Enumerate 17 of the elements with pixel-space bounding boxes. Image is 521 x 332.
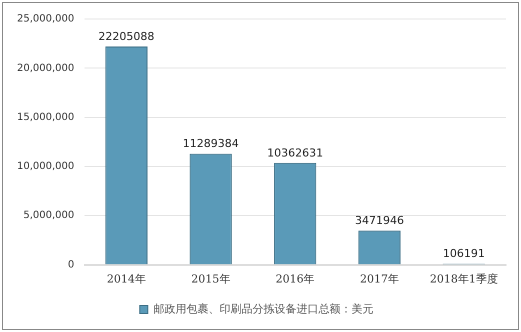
- y-tick-label: 20,000,000: [16, 62, 74, 74]
- y-tick-label: 15,000,000: [16, 112, 74, 123]
- x-tick-label: 2018年1季度: [430, 272, 498, 286]
- legend-label: 邮政用包裹、印刷品分拣设备进口总额：美元: [153, 302, 374, 316]
- data-label: 11289384: [182, 137, 239, 150]
- y-tick-label: 10,000,000: [16, 161, 74, 172]
- data-label: 106191: [442, 247, 485, 260]
- y-tick-label: 5,000,000: [23, 210, 74, 222]
- x-tick-label: 2015年: [191, 272, 230, 286]
- x-tick-label: 2014年: [106, 272, 146, 286]
- data-label: 10362631: [267, 146, 324, 160]
- y-tick-label: 0: [68, 259, 74, 270]
- data-label: 22205088: [98, 30, 154, 43]
- x-tick-label: 2016年: [276, 272, 315, 286]
- data-label: 3471946: [354, 214, 404, 228]
- y-tick-label: 25,000,000: [16, 14, 74, 25]
- x-tick-label: 2017年: [360, 272, 399, 286]
